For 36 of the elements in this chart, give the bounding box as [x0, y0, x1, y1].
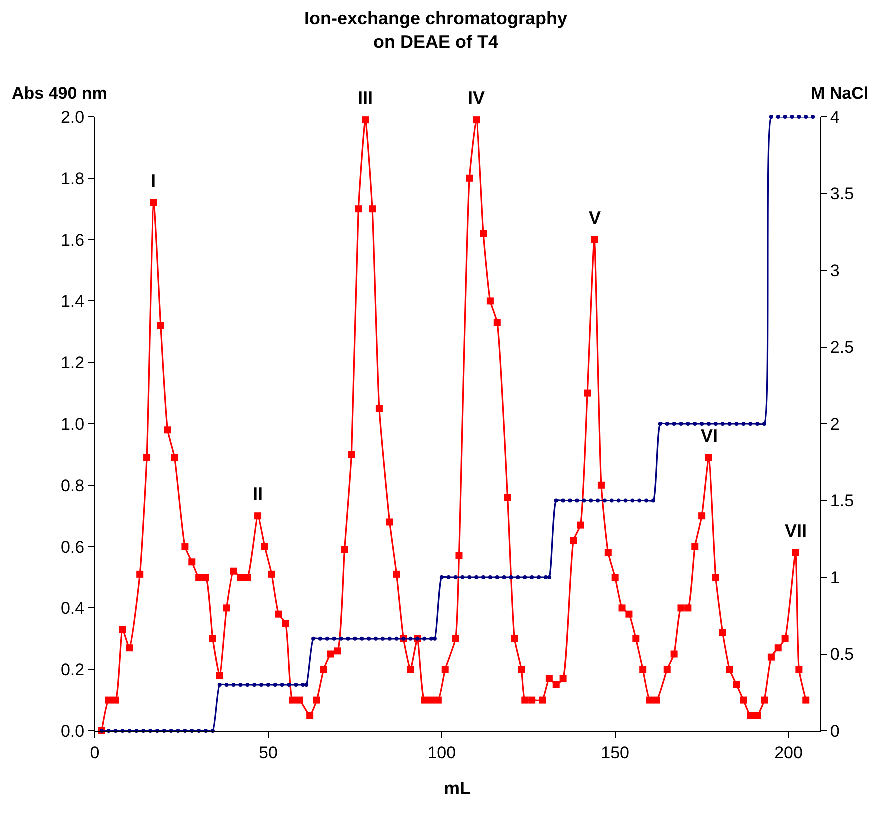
y2-tick-label: 4: [830, 108, 840, 127]
x-tick-label: 150: [601, 743, 630, 762]
y2-tick-label: 2.5: [830, 338, 854, 358]
annotation: V: [589, 208, 602, 228]
x-tick-label: 200: [774, 743, 803, 762]
y-tick-label: 0.0: [60, 722, 85, 741]
annotation: IV: [468, 88, 486, 108]
y-tick-label: 1.2: [60, 354, 85, 373]
y2-tick-label: 3: [830, 261, 840, 280]
y-tick-label: 1.8: [60, 169, 85, 188]
y2-tick-label: 2: [830, 414, 840, 434]
y2-tick-label: 1: [830, 568, 840, 588]
chart-title: Ion-exchange chromatography on DEAE of T4: [304, 8, 568, 52]
y2-axis-title: M NaCl: [811, 84, 869, 103]
annotation: III: [358, 88, 374, 108]
annotation: II: [253, 484, 264, 504]
y-tick-label: 0.2: [60, 660, 85, 680]
y-tick-label: 0.8: [60, 476, 85, 496]
x-tick-label: 50: [258, 743, 278, 762]
y2-tick-label: 0.5: [830, 645, 854, 664]
x-tick-label: 100: [428, 743, 456, 762]
annotation: VII: [785, 521, 808, 541]
y-axis-title: Abs 490 nm: [12, 84, 108, 103]
y-tick-label: 1.4: [60, 292, 85, 312]
annotation: VI: [701, 426, 718, 446]
annotation: I: [151, 171, 156, 191]
y2-tick-label: 0: [830, 722, 840, 741]
y-tick-label: 2.0: [60, 108, 85, 127]
y-tick-label: 1.0: [60, 414, 85, 434]
y-tick-label: 0.4: [60, 599, 85, 618]
y2-tick-label: 3.5: [830, 184, 854, 204]
y2-tick-label: 1.5: [830, 492, 854, 511]
x-tick-label: 0: [90, 743, 100, 762]
y-tick-label: 1.6: [60, 230, 85, 250]
y-tick-label: 0.6: [60, 538, 85, 557]
x-axis-title: mL: [444, 778, 472, 798]
